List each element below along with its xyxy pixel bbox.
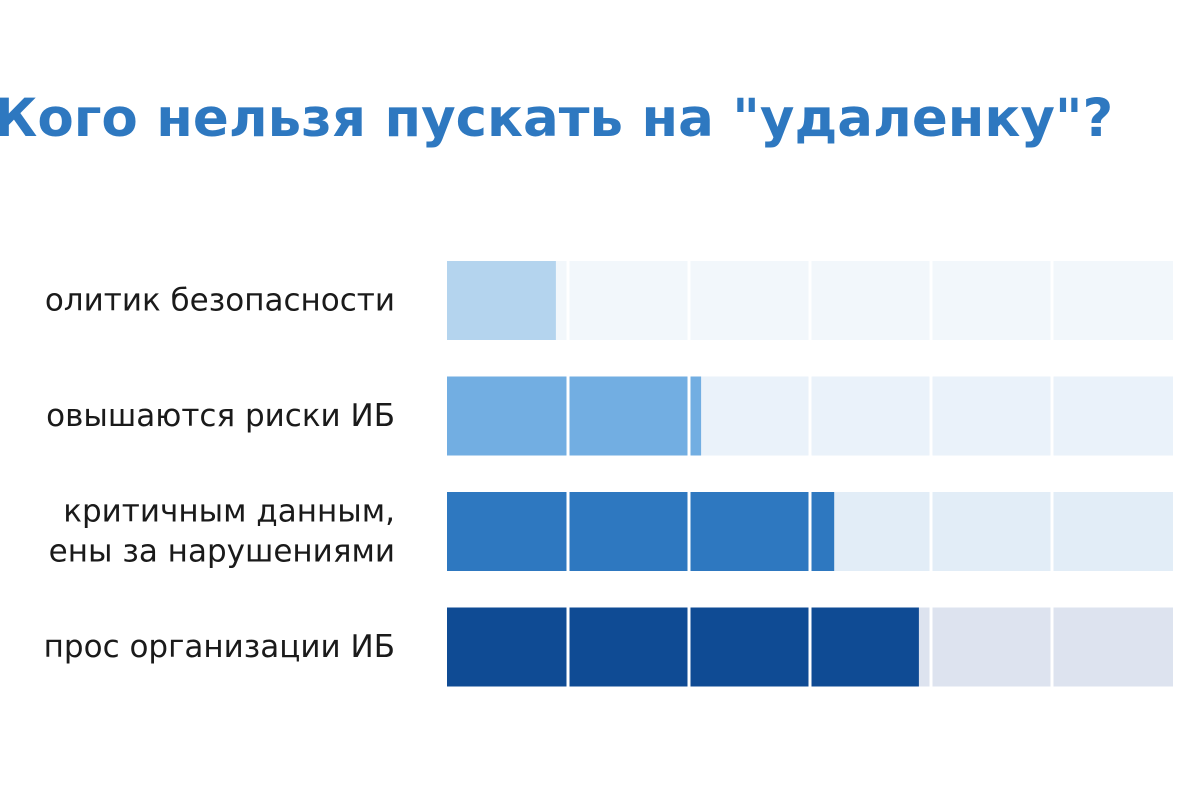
category-label: критичным данным, [63, 494, 395, 530]
category-label: олитик безопасности [45, 283, 395, 319]
category-label: прос организации ИБ [44, 629, 395, 665]
category-label: ены за нарушениями [49, 534, 395, 570]
bar [447, 492, 835, 571]
chart-title: Кого нельзя пускать на "удаленку"? [0, 88, 1114, 149]
category-label: овышаются риски ИБ [46, 398, 395, 434]
bar [447, 376, 702, 456]
bar [447, 261, 556, 340]
bar [447, 607, 919, 687]
